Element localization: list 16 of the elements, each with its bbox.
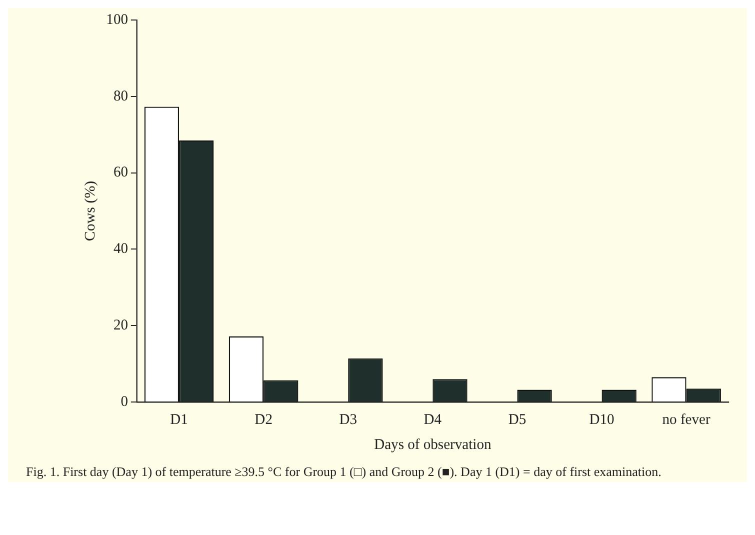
x-tick-label: no fever: [662, 412, 710, 428]
x-tick-label: D4: [424, 412, 442, 428]
x-tick-label: D10: [589, 412, 614, 428]
x-tick-label: D5: [508, 412, 526, 428]
x-tick-label: D1: [170, 412, 188, 428]
x-tick-label: D3: [339, 412, 358, 428]
y-axis-title: Cows (%): [82, 180, 98, 242]
y-tick-label: 80: [113, 88, 128, 104]
x-axis-title: Days of observation: [374, 436, 492, 453]
y-tick-label: 60: [113, 164, 128, 181]
y-tick-label: 40: [113, 240, 128, 258]
x-tick-label: D2: [254, 412, 272, 428]
y-tick-label: 20: [113, 317, 128, 334]
caption: Fig. 1. First day (Day 1) of temperature ≥39.5 °C for Group 1 (□) and Group 2 (■). Day 1 (D1) = day of first examination.: [25, 463, 662, 481]
y-tick-label: 100: [106, 12, 128, 28]
y-tick-label: 0: [120, 394, 128, 410]
